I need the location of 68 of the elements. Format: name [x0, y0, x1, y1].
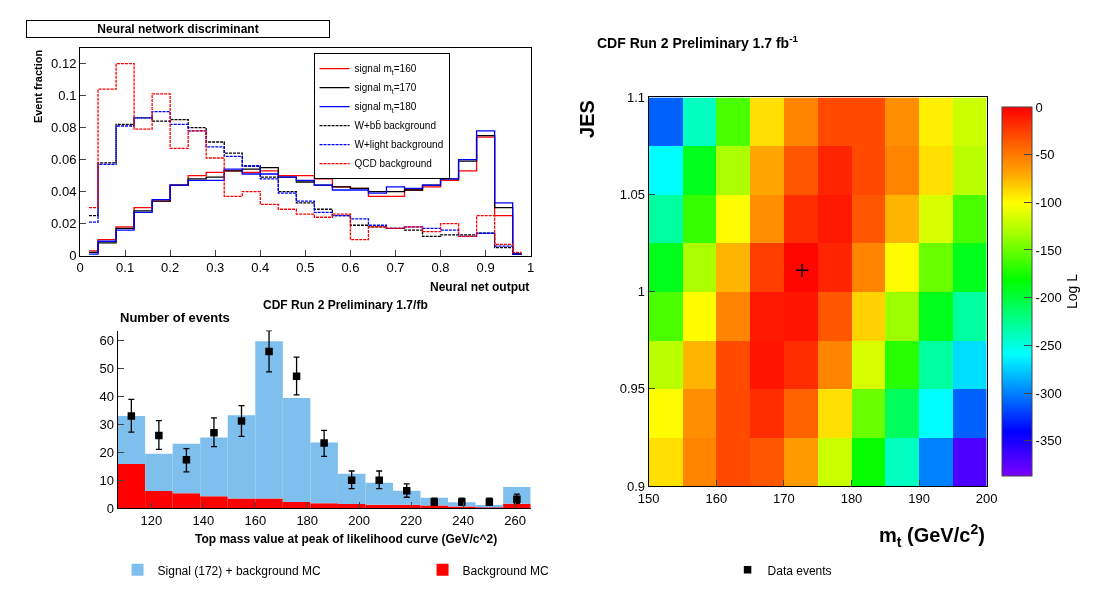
- legend-label: Background MC: [462, 563, 549, 578]
- x-tick-label: 0.2: [161, 260, 180, 276]
- legend-label: signal m$_{t}$=160: [354, 63, 417, 76]
- color-bar-label: -350: [1035, 433, 1062, 449]
- color-bar-label: -300: [1035, 385, 1062, 401]
- legend-label: signal m$_{t}$=170: [354, 82, 417, 95]
- x-tick-label: 120: [140, 512, 163, 528]
- x-tick-label: 200: [348, 512, 371, 528]
- y-tick-label: 0: [69, 248, 77, 264]
- x-axis-title: m$_{t}$ (GeV/c$^{2}$): [879, 521, 985, 550]
- x-tick-label: 0.4: [251, 260, 270, 276]
- x-tick-label: 0.1: [116, 260, 135, 276]
- chart-title: CDF Run 2 Preliminary 1.7 fb$^{-1}$: [597, 33, 799, 51]
- color-bar-title: Log L: [1063, 273, 1080, 309]
- x-tick-label: 1: [527, 260, 535, 276]
- color-bar-label: -50: [1035, 147, 1055, 163]
- y-tick-label: 20: [99, 444, 114, 460]
- color-bar-label: -150: [1035, 242, 1062, 258]
- legend-label: Signal (172) + background MC: [157, 563, 321, 578]
- x-tick-label: 160: [244, 512, 267, 528]
- x-tick-label: 180: [840, 490, 863, 506]
- legend-label: W+light background: [354, 139, 444, 151]
- x-tick-label: 190: [908, 490, 930, 506]
- legend-label: Data events: [767, 563, 832, 578]
- color-bar-label: -200: [1035, 290, 1062, 306]
- x-tick-label: 140: [192, 512, 215, 528]
- x-tick-label: 260: [504, 512, 526, 528]
- color-bar-label: -250: [1035, 337, 1062, 353]
- y-tick-label: 10: [99, 472, 114, 488]
- legend-label: signal m$_{t}$=180: [354, 101, 417, 114]
- x-tick-label: 160: [705, 490, 728, 506]
- y-tick-label: 0: [106, 500, 114, 516]
- x-tick-label: 200: [975, 490, 998, 506]
- y-tick-label: 50: [99, 360, 114, 376]
- y-axis-title: Event fraction: [32, 49, 45, 124]
- chart-title: CDF Run 2 Preliminary 1.7/fb: [263, 298, 428, 312]
- color-bar-label: 0: [1035, 99, 1043, 115]
- y-tick-label: 0.95: [619, 381, 646, 397]
- y-tick-label: 0.02: [51, 216, 77, 232]
- legend-label: QCD background: [354, 158, 432, 170]
- x-tick-label: 0.5: [296, 260, 315, 276]
- y-tick-label: 40: [99, 388, 114, 404]
- x-tick-label: 0.3: [206, 260, 225, 276]
- x-tick-label: 220: [400, 512, 423, 528]
- y-tick-label: 0.06: [51, 152, 77, 168]
- x-tick-label: 180: [296, 512, 319, 528]
- y-tick-label: 0.12: [51, 56, 77, 72]
- x-tick-label: 0.9: [476, 260, 495, 276]
- y-tick-label: 0.04: [51, 184, 77, 200]
- x-axis-title: Top mass value at peak of likelihood curve (GeV/c^2): [195, 532, 498, 546]
- y-tick-label: 1.05: [619, 187, 646, 203]
- x-tick-label: 240: [452, 512, 474, 528]
- x-tick-label: 0.7: [386, 260, 405, 276]
- y-tick-label: 30: [99, 416, 114, 432]
- color-bar-label: -100: [1035, 194, 1062, 210]
- x-axis-title: Neural net output: [430, 280, 530, 294]
- y-tick-label: 0.1: [58, 88, 77, 104]
- y-axis-title: JES: [575, 100, 598, 138]
- y-tick-label: 60: [99, 332, 114, 348]
- x-tick-label: 0.6: [341, 260, 360, 276]
- y-tick-label: 1: [637, 284, 646, 300]
- legend-label: W+bb̄ background: [354, 119, 437, 132]
- y-tick-label: 0.08: [51, 120, 77, 136]
- x-tick-label: 170: [773, 490, 795, 506]
- chart-title: Neural network discriminant: [97, 22, 259, 36]
- x-tick-label: 0.8: [431, 260, 450, 276]
- y-axis-title: Number of events: [120, 310, 230, 325]
- y-tick-label: 1.1: [627, 90, 646, 106]
